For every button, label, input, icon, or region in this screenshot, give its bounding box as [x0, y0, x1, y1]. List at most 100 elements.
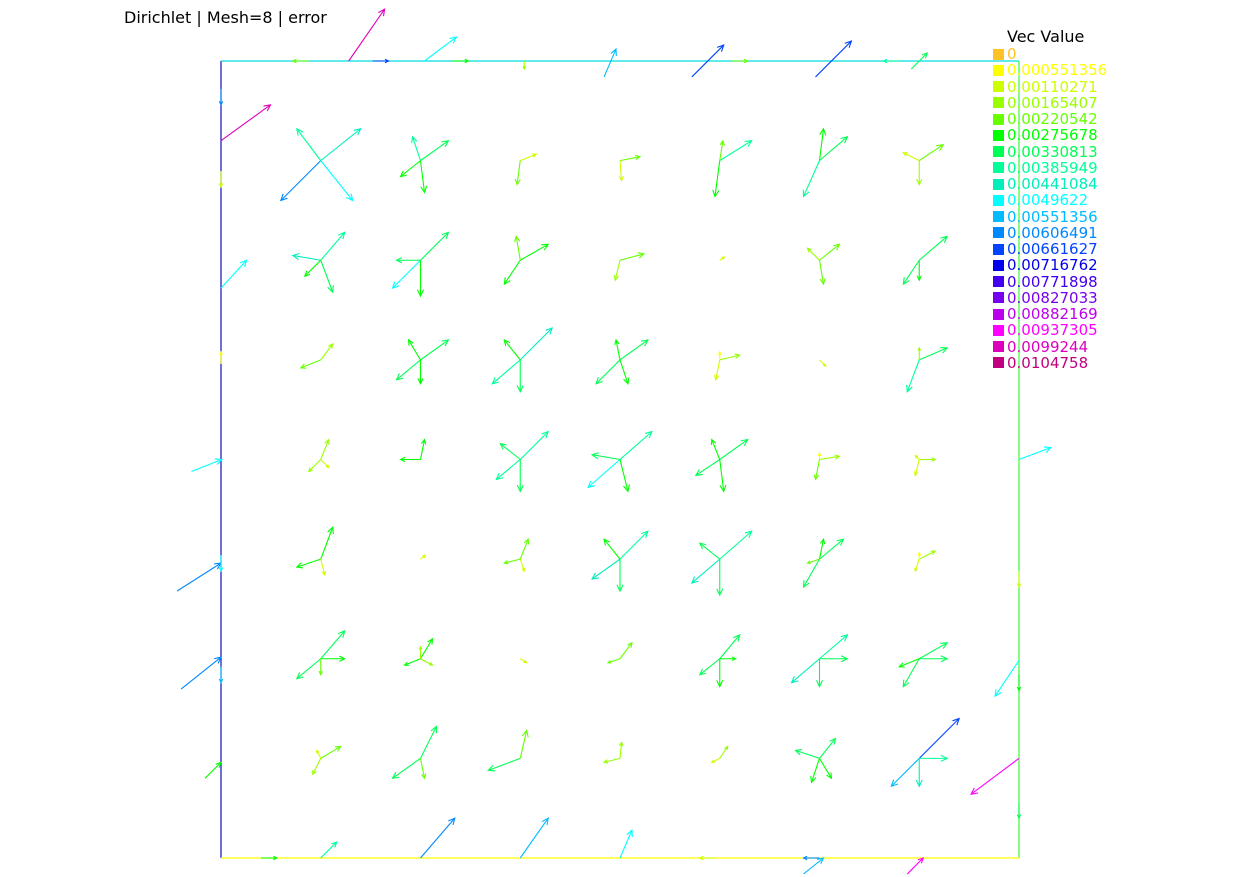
field-arrow	[516, 359, 524, 394]
field-arrow	[606, 658, 621, 664]
edge-arrow	[691, 44, 725, 78]
edge-arrow	[970, 757, 1020, 795]
field-arrow	[919, 754, 949, 762]
legend-entry: 0.00827033	[993, 290, 1107, 306]
legend-label: 0.000551356	[1007, 61, 1108, 80]
legend-label: 0.00275678	[1007, 126, 1098, 145]
legend-entry: 0.00937305	[993, 322, 1107, 338]
field-arrow	[320, 342, 334, 361]
field-arrow	[519, 243, 550, 261]
field-arrow	[713, 359, 721, 382]
field-arrow	[818, 537, 826, 560]
legend-entry: 0.00330813	[993, 144, 1107, 160]
edge-arrow	[320, 841, 338, 859]
legend-entry: 0.00661627	[993, 241, 1107, 257]
field-arrow	[919, 457, 937, 462]
legend-entry: 0.0049622	[993, 192, 1107, 208]
field-arrow	[420, 339, 450, 361]
field-arrow	[619, 741, 624, 759]
legend-label: 0.00551356	[1007, 207, 1098, 226]
legend-entry: 0.00771898	[993, 274, 1107, 290]
field-arrow	[719, 459, 727, 493]
legend-entry: 0.000551356	[993, 62, 1107, 78]
legend-swatch	[993, 211, 1004, 223]
field-arrow	[902, 259, 920, 286]
boundary-tick-arrow	[452, 58, 470, 64]
field-arrow	[710, 438, 721, 460]
field-arrow	[917, 346, 922, 360]
field-arrow	[519, 729, 529, 759]
field-arrow	[819, 243, 841, 261]
field-arrow	[819, 359, 827, 368]
field-arrow	[495, 459, 521, 481]
legend-label: 0.00110271	[1007, 77, 1098, 96]
legend-swatch	[993, 276, 1004, 288]
field-arrow	[619, 359, 630, 385]
edge-arrow	[180, 656, 222, 690]
field-arrow	[819, 758, 833, 780]
boundary-tick-arrow	[260, 855, 279, 861]
legend-label: 0.00661627	[1007, 240, 1098, 259]
edge-arrow	[910, 52, 929, 70]
field-arrow	[817, 451, 822, 460]
legend-entry: 0.00110271	[993, 79, 1107, 95]
field-arrow	[419, 160, 428, 194]
legend-label: 0	[1007, 45, 1017, 64]
field-arrow	[790, 658, 820, 684]
field-arrow	[818, 260, 826, 286]
field-arrow	[420, 725, 438, 759]
field-arrow	[320, 260, 334, 294]
legend-entry: 0.00165407	[993, 95, 1107, 111]
legend-swatch	[993, 227, 1004, 239]
legend-entry: 0.00882169	[993, 306, 1107, 322]
chart-title: Dirichlet | Mesh=8 | error	[124, 8, 327, 27]
field-arrow	[719, 256, 726, 261]
field-arrow	[519, 430, 550, 460]
field-arrow	[399, 456, 421, 463]
field-arrow	[420, 637, 434, 660]
field-arrow	[403, 658, 421, 666]
legend-swatch	[993, 146, 1004, 158]
field-arrow	[312, 758, 322, 776]
field-arrow	[802, 558, 820, 589]
legend-label: 0.00385949	[1007, 158, 1098, 177]
legend-entry: 0.00716762	[993, 257, 1107, 273]
field-arrow	[295, 658, 322, 680]
field-arrow	[320, 526, 334, 560]
field-arrow	[519, 658, 528, 664]
field-arrow	[719, 353, 741, 361]
field-arrow	[819, 634, 849, 660]
legend-swatch	[993, 81, 1004, 93]
edge-arrow	[803, 857, 825, 875]
field-arrow	[818, 127, 827, 161]
field-arrow	[916, 160, 923, 186]
field-arrow	[491, 359, 521, 385]
field-arrow	[519, 538, 530, 560]
legend-swatch	[993, 324, 1004, 336]
field-arrow	[719, 139, 725, 161]
field-arrow	[815, 658, 824, 688]
field-arrow	[320, 459, 330, 469]
edge-arrow	[519, 817, 549, 859]
field-arrow	[399, 160, 421, 178]
legend-swatch	[993, 308, 1004, 320]
field-arrow	[602, 757, 621, 764]
legend-entry: 0.00385949	[993, 160, 1107, 176]
legend-entry: 0.0104758	[993, 355, 1107, 371]
field-arrow	[499, 442, 521, 460]
field-arrow	[906, 359, 920, 393]
field-arrow	[919, 347, 949, 361]
boundary-tick-arrow	[1016, 571, 1022, 589]
boundary-tick-arrow	[219, 350, 223, 364]
field-arrow	[794, 749, 820, 759]
boundary-tick-arrow	[218, 666, 224, 684]
edge-arrow	[176, 562, 223, 592]
legend-swatch	[993, 113, 1004, 125]
color-legend: 0 0.000551356 0.00110271 0.00165407 0.002205…	[993, 46, 1107, 371]
field-arrow	[719, 656, 737, 661]
field-arrow	[318, 658, 323, 676]
legend-label: 0.00330813	[1007, 142, 1098, 161]
field-arrow	[519, 558, 526, 573]
field-arrow	[420, 139, 450, 162]
edge-arrow	[1018, 446, 1053, 461]
